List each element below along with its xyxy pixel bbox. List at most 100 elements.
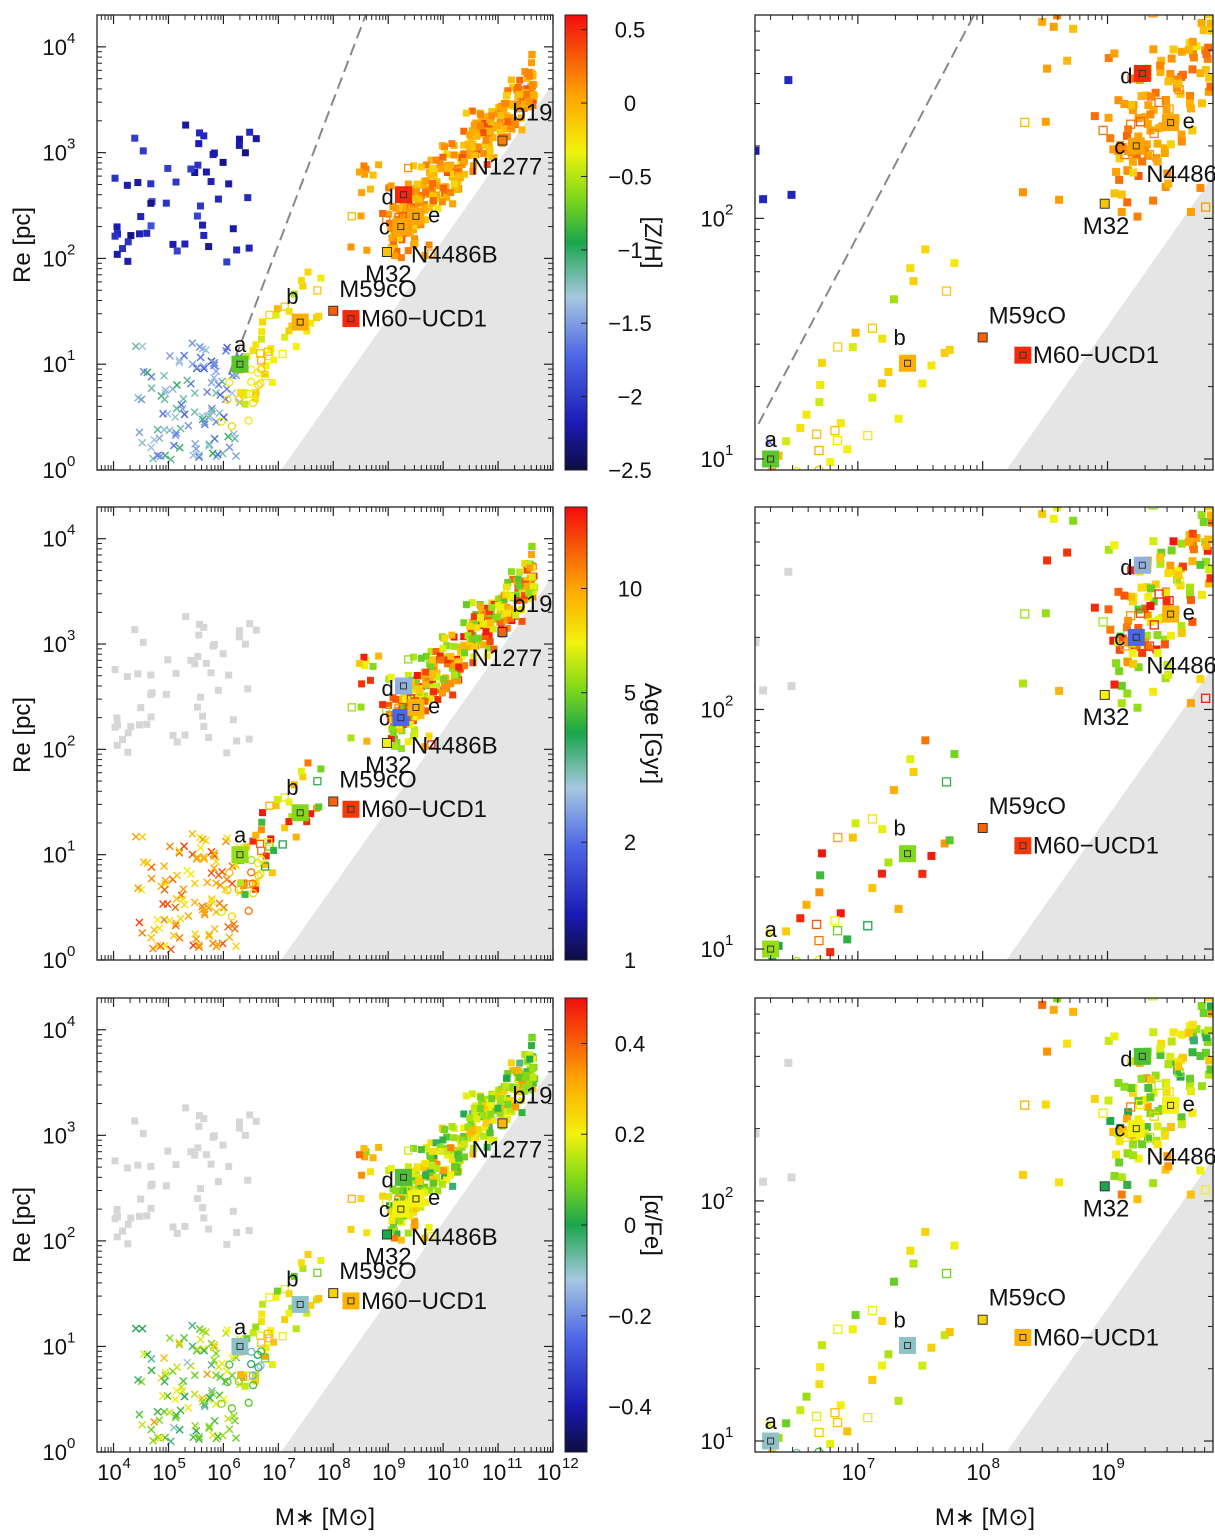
label-m60: M60−UCD1 bbox=[1033, 1324, 1159, 1351]
data-point bbox=[113, 714, 121, 722]
marker-e bbox=[1162, 605, 1180, 623]
data-point bbox=[429, 1147, 437, 1155]
data-point bbox=[507, 1059, 515, 1067]
reference-line bbox=[227, 15, 367, 376]
data-point bbox=[500, 1087, 508, 1095]
data-point bbox=[1149, 620, 1159, 630]
data-point bbox=[169, 731, 177, 739]
data-point bbox=[1143, 119, 1152, 128]
data-point bbox=[248, 879, 257, 888]
data-point bbox=[1041, 1100, 1050, 1109]
data-point bbox=[815, 888, 824, 897]
data-point bbox=[427, 663, 435, 671]
data-point bbox=[503, 583, 511, 591]
data-point bbox=[476, 613, 484, 621]
data-point bbox=[512, 120, 520, 128]
data-point bbox=[515, 91, 523, 99]
data-point bbox=[244, 906, 253, 916]
data-point bbox=[1124, 166, 1133, 175]
data-point bbox=[190, 1371, 199, 1380]
data-point bbox=[815, 398, 824, 407]
data-point bbox=[165, 842, 174, 851]
marker-d bbox=[1133, 556, 1151, 574]
data-point bbox=[210, 373, 219, 382]
data-point bbox=[246, 620, 254, 628]
data-point bbox=[1204, 43, 1213, 52]
data-point bbox=[213, 1432, 222, 1441]
data-point bbox=[147, 1182, 155, 1190]
data-point bbox=[1149, 196, 1158, 205]
data-point bbox=[207, 1386, 216, 1395]
data-point bbox=[404, 1146, 413, 1155]
data-point bbox=[176, 424, 185, 433]
marker-m32 bbox=[381, 737, 392, 748]
data-point bbox=[200, 231, 208, 239]
data-point bbox=[1048, 987, 1056, 995]
data-point bbox=[196, 129, 204, 137]
data-point bbox=[474, 143, 482, 151]
data-point bbox=[454, 168, 462, 176]
x-tick-label: 10 bbox=[1091, 1460, 1115, 1485]
data-point bbox=[1143, 611, 1152, 620]
data-point bbox=[802, 900, 811, 909]
data-point bbox=[139, 367, 148, 376]
data-point bbox=[131, 134, 139, 142]
data-point bbox=[165, 916, 174, 925]
data-point bbox=[162, 690, 170, 698]
data-point bbox=[450, 151, 458, 159]
data-point bbox=[264, 347, 273, 356]
data-point bbox=[139, 147, 147, 155]
data-point bbox=[200, 1115, 208, 1123]
data-point bbox=[111, 723, 119, 731]
data-point bbox=[241, 640, 249, 648]
data-point bbox=[207, 1360, 216, 1369]
data-point bbox=[1142, 583, 1151, 592]
data-point bbox=[181, 240, 189, 248]
data-point bbox=[1115, 175, 1124, 184]
data-point bbox=[135, 230, 143, 238]
data-point bbox=[259, 318, 267, 326]
data-point bbox=[205, 932, 214, 941]
data-point bbox=[1164, 596, 1174, 606]
data-point bbox=[1204, 579, 1213, 588]
data-point bbox=[198, 1394, 207, 1403]
data-point bbox=[195, 451, 204, 459]
label-b: b bbox=[894, 325, 906, 350]
data-point bbox=[470, 1104, 478, 1112]
data-point bbox=[179, 885, 188, 894]
data-point bbox=[460, 633, 468, 641]
data-point bbox=[784, 1058, 793, 1067]
data-point bbox=[415, 195, 423, 203]
data-point bbox=[1146, 584, 1155, 593]
data-point bbox=[496, 595, 504, 603]
data-point bbox=[278, 1332, 287, 1341]
data-point bbox=[1203, 546, 1212, 555]
data-point bbox=[1186, 699, 1195, 708]
data-point bbox=[190, 898, 199, 907]
data-point bbox=[449, 691, 457, 699]
x-tick-exponent: 10 bbox=[452, 1455, 469, 1472]
label-b19: b19 bbox=[512, 591, 552, 618]
data-point bbox=[195, 1122, 203, 1130]
data-point bbox=[1055, 1178, 1064, 1187]
colorbar-label: [Z/H] bbox=[639, 217, 666, 269]
data-point bbox=[1082, 984, 1090, 992]
data-point bbox=[265, 1293, 274, 1302]
data-point bbox=[194, 161, 202, 169]
data-point bbox=[512, 592, 520, 600]
data-point bbox=[422, 1144, 430, 1152]
data-point bbox=[877, 869, 886, 878]
y-tick-label: 10 bbox=[43, 1123, 67, 1148]
data-point bbox=[460, 649, 468, 657]
data-point bbox=[421, 743, 429, 751]
data-point bbox=[217, 907, 226, 916]
data-point bbox=[347, 734, 355, 742]
data-point bbox=[927, 1343, 936, 1352]
data-point bbox=[223, 343, 232, 352]
data-point bbox=[472, 1108, 480, 1116]
data-point bbox=[409, 717, 417, 725]
data-point bbox=[422, 680, 430, 688]
data-point bbox=[1154, 1080, 1164, 1090]
data-point bbox=[254, 1363, 263, 1372]
